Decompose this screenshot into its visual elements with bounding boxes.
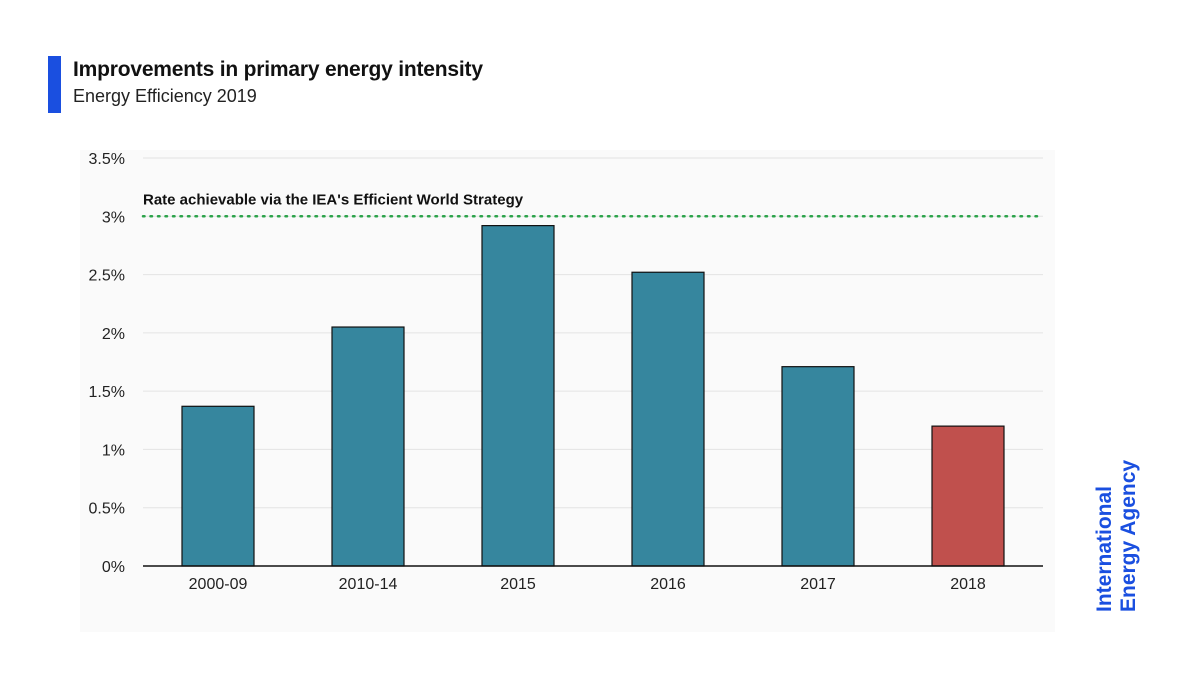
x-tick-label: 2000-09: [189, 576, 248, 593]
y-tick-label: 1%: [102, 442, 125, 459]
chart-subtitle: Energy Efficiency 2019: [73, 86, 257, 106]
chart-title: Improvements in primary energy intensity: [73, 58, 483, 81]
bar: [181, 405, 255, 567]
y-tick-label: 0.5%: [89, 501, 125, 518]
y-tick-label: 1.5%: [89, 384, 125, 401]
x-tick-label: 2010-14: [339, 576, 398, 593]
logo-line-1: International: [1093, 485, 1116, 612]
y-tick-label: 2.5%: [89, 268, 125, 285]
y-tick-label: 3.5%: [89, 151, 125, 168]
bar: [931, 425, 1005, 567]
reference-line-label: Rate achievable via the IEA's Efficient …: [143, 191, 524, 208]
bar: [781, 366, 855, 567]
bar: [331, 326, 405, 567]
y-tick-label: 0%: [102, 559, 125, 576]
bar: [481, 225, 555, 567]
iea-logo: International Energy Agency: [1093, 452, 1141, 612]
reference-layer: Rate achievable via the IEA's Efficient …: [141, 191, 1045, 218]
x-tick-label: 2017: [800, 576, 836, 593]
x-tick-label: 2016: [650, 576, 686, 593]
label-layer: 0% 0.5% 1% 1.5% 2% 2.5% 3% 3.5% 2000-09 2010-14 20…: [89, 151, 986, 593]
grid-layer: [143, 157, 1043, 509]
bar: [631, 271, 705, 567]
logo-line-2: Energy Agency: [1117, 459, 1140, 612]
x-tick-label: 2018: [950, 576, 986, 593]
y-tick-label: 3%: [102, 209, 125, 226]
y-tick-label: 2%: [102, 326, 125, 343]
x-tick-label: 2015: [500, 576, 536, 593]
bar-layer: [143, 225, 1043, 567]
accent-bar: [48, 56, 61, 113]
